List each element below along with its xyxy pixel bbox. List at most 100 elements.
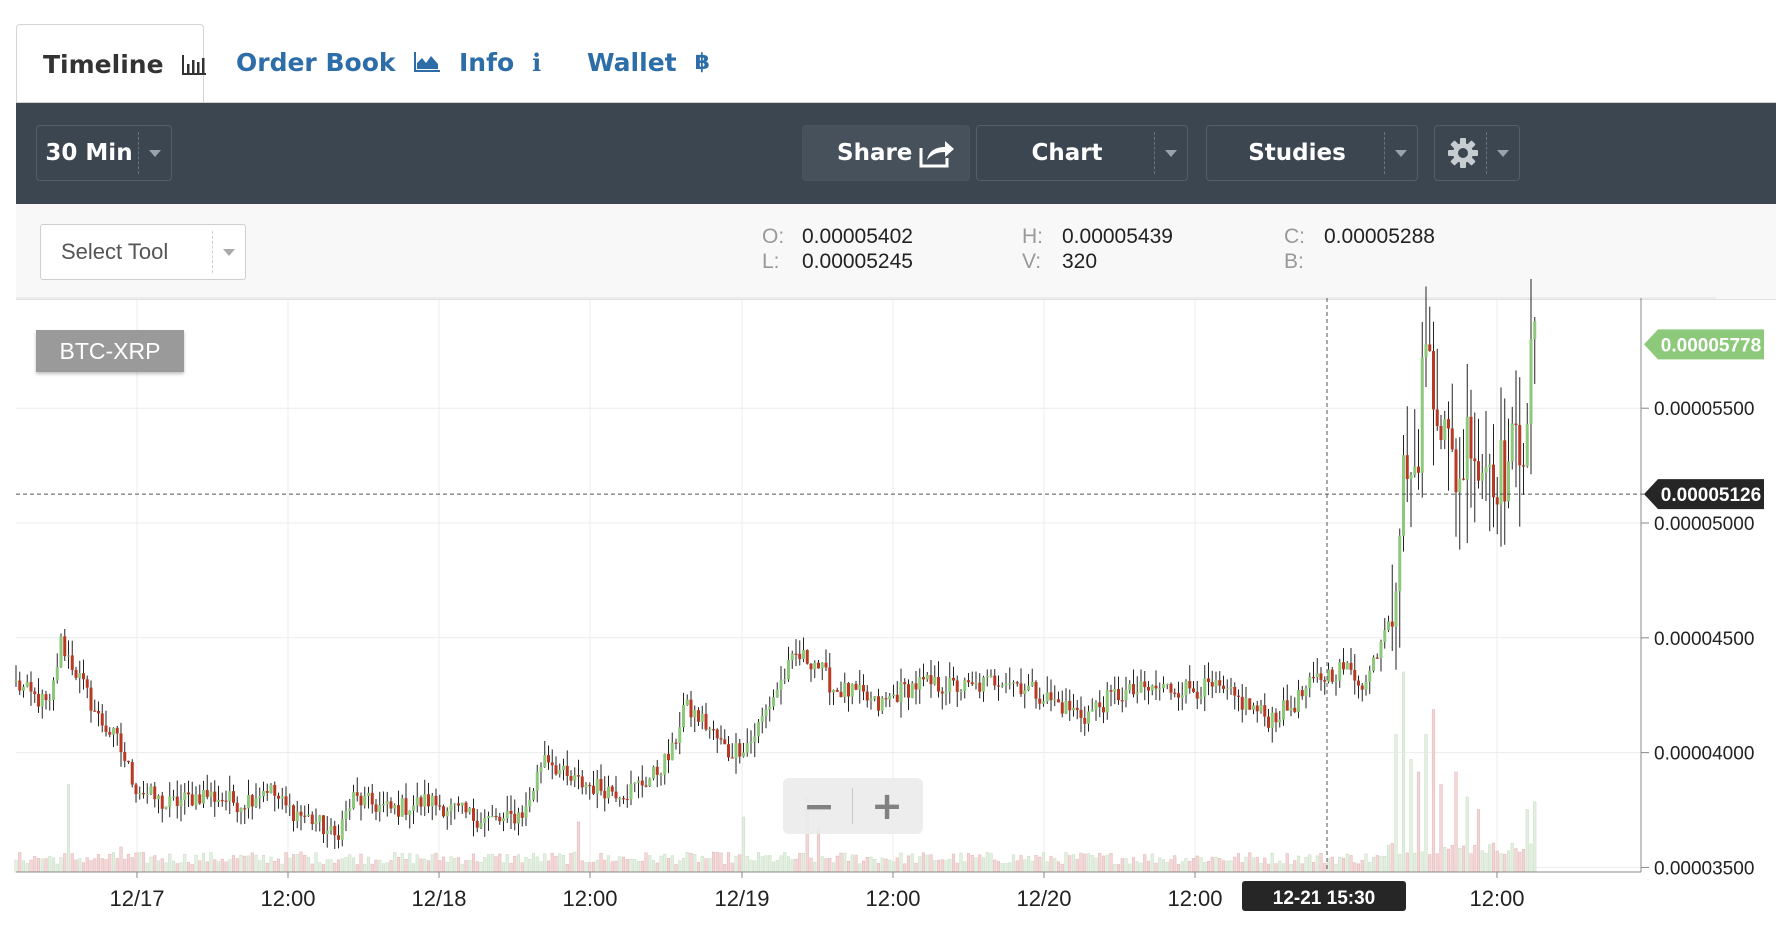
candle-body: [775, 689, 779, 698]
volume-bar: [610, 861, 614, 873]
volume-bar: [51, 857, 56, 873]
volume-bar: [115, 858, 119, 873]
volume-bar: [595, 859, 599, 873]
volume-bar: [310, 863, 314, 873]
volume-bar: [1533, 801, 1537, 873]
volume-bar: [363, 864, 367, 873]
candle-body: [1499, 440, 1503, 505]
volume-bar: [828, 858, 832, 873]
volume-bar: [1064, 852, 1068, 873]
volume-bar: [513, 855, 517, 873]
candle-body: [730, 757, 734, 759]
period-dropdown[interactable]: 30 Min: [36, 125, 172, 181]
candle-body: [787, 660, 790, 680]
volume-bar: [914, 862, 918, 873]
volume-bar: [1173, 855, 1177, 873]
candle-body: [190, 794, 194, 806]
volume-bar: [366, 856, 371, 873]
candle-body: [1252, 705, 1255, 710]
volume-bar: [453, 858, 457, 873]
candle-body: [693, 710, 697, 718]
candle-body: [719, 738, 723, 740]
candle-body: [1049, 692, 1053, 701]
tab-wallet[interactable]: Wallet ฿: [587, 22, 710, 102]
share-label: Share: [837, 140, 913, 166]
candle-body: [284, 796, 288, 806]
candle-body: [67, 655, 70, 657]
volume-bar: [651, 860, 656, 873]
volume-bar: [925, 854, 929, 873]
candle-body: [29, 682, 33, 692]
volume-bar: [1304, 856, 1308, 873]
candle-body: [985, 675, 989, 678]
tab-timeline[interactable]: Timeline: [16, 24, 206, 104]
candle-body: [344, 811, 348, 820]
candle-body: [55, 667, 59, 681]
zoom-in-button[interactable]: +: [871, 784, 903, 828]
candle-body: [1402, 455, 1405, 536]
tab-info[interactable]: Info i: [459, 22, 541, 102]
candle-body: [385, 801, 389, 805]
volume-bar: [33, 856, 37, 873]
volume-bar: [918, 856, 922, 873]
volume-bar: [108, 853, 112, 873]
volume-bar: [850, 854, 854, 873]
chart-info-bar: Select Tool O: 0.00005402 L: 0.00005245 …: [16, 204, 1776, 300]
candle-body: [1473, 458, 1477, 462]
volume-bar: [944, 859, 948, 873]
candle-body: [550, 762, 554, 766]
candle-body: [768, 706, 772, 710]
candle-body: [1308, 677, 1312, 689]
candle-body: [1207, 678, 1210, 683]
volume-bar: [1349, 855, 1353, 873]
volume-bar: [1296, 855, 1301, 873]
volume-bar: [981, 857, 986, 873]
candle-body: [355, 792, 359, 796]
volume-bar: [614, 860, 618, 873]
candle-body: [625, 798, 629, 801]
volume-bar: [1259, 862, 1263, 873]
volume-bar: [719, 852, 723, 873]
volume-bar: [1506, 850, 1511, 873]
gear-icon: [1447, 137, 1479, 175]
volume-bar: [81, 862, 86, 873]
volume-bar: [873, 858, 877, 873]
candle-body: [820, 662, 824, 669]
candle-body: [1274, 712, 1278, 723]
x-tick-label: 12:00: [562, 886, 617, 911]
candle-body: [1000, 685, 1004, 687]
volume-value: 320: [1062, 250, 1098, 273]
x-tick-label: 12/19: [714, 886, 769, 911]
zoom-out-button[interactable]: −: [803, 784, 835, 828]
candle-body: [460, 802, 464, 806]
select-tool-dropdown[interactable]: Select Tool: [40, 224, 246, 280]
volume-bar: [835, 855, 839, 873]
settings-dropdown[interactable]: [1434, 125, 1520, 181]
volume-bar: [738, 854, 742, 873]
volume-bar: [280, 863, 284, 873]
candle-body: [865, 691, 869, 701]
volume-bar: [1383, 856, 1387, 873]
candle-body: [1060, 702, 1064, 714]
volume-bar: [1206, 861, 1211, 873]
volume-bar: [1011, 854, 1016, 873]
volume-bar: [449, 856, 453, 873]
candle-body: [1132, 684, 1135, 695]
candle-body: [63, 636, 67, 657]
studies-dropdown[interactable]: Studies: [1206, 125, 1418, 181]
share-button[interactable]: Share: [802, 125, 970, 181]
candle-body: [1143, 681, 1147, 688]
candle-body: [674, 742, 678, 744]
candle-body: [1094, 702, 1098, 710]
candle-body: [1128, 684, 1132, 690]
tab-order-book[interactable]: Order Book: [236, 22, 440, 102]
candle-body: [400, 798, 404, 817]
candle-body: [265, 791, 269, 793]
candle-body: [1289, 707, 1293, 711]
volume-bar: [494, 856, 498, 873]
volume-bar: [528, 859, 532, 873]
chart-type-dropdown[interactable]: Chart: [976, 125, 1188, 181]
volume-bar: [899, 852, 903, 873]
volume-bar: [794, 858, 798, 873]
